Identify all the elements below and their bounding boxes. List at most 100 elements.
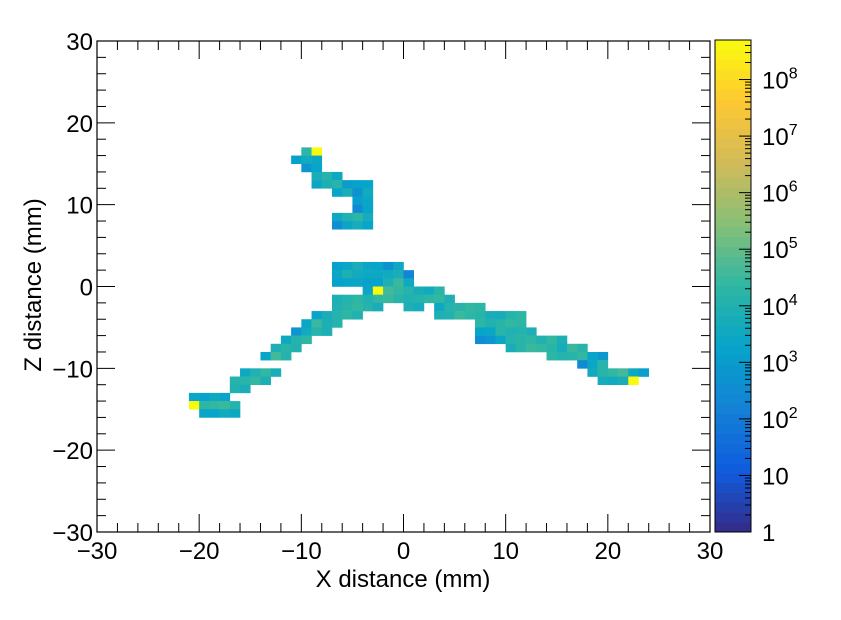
- y-tick-label: −10: [52, 356, 93, 383]
- heatmap-cell: [393, 294, 404, 304]
- heatmap-cell: [311, 147, 323, 156]
- heatmap-cell: [475, 319, 486, 328]
- heatmap-cell: [331, 212, 343, 222]
- heatmap-cell: [311, 171, 323, 181]
- colorbar-segment: [715, 384, 751, 395]
- colorbar-segment: [715, 453, 751, 464]
- heatmap-cell: [495, 319, 506, 328]
- colorbar-segment: [715, 482, 751, 494]
- heatmap-cell: [342, 212, 353, 222]
- x-tick-label: 20: [594, 538, 621, 565]
- heatmap-cell: [577, 360, 588, 369]
- heatmap-cell: [536, 343, 547, 353]
- heatmap-cell: [342, 311, 353, 320]
- heatmap-cell: [301, 335, 312, 345]
- heatmap-cell: [270, 343, 282, 353]
- colorbar-segment: [715, 246, 751, 257]
- heatmap-cell: [393, 270, 404, 279]
- y-tick-label: −30: [52, 520, 93, 547]
- heatmap-cell: [444, 311, 455, 320]
- heatmap-cell: [566, 351, 578, 361]
- heatmap-cell: [505, 327, 517, 336]
- heatmap-cell: [331, 221, 343, 230]
- heatmap-cell: [199, 409, 210, 418]
- heatmap-cell: [321, 319, 333, 328]
- colorbar-segment: [715, 295, 751, 307]
- colorbar-segment: [715, 394, 751, 405]
- heatmap-cell: [352, 261, 363, 271]
- heatmap-cell: [331, 261, 343, 271]
- heatmap-cell: [311, 163, 323, 173]
- x-tick-label: −10: [281, 538, 322, 565]
- heatmap-cell: [250, 376, 261, 385]
- heatmap-cell: [260, 351, 271, 361]
- heatmap-cell: [301, 327, 312, 336]
- heatmap-cell: [515, 335, 527, 345]
- colorbar-tick-label: 102: [762, 405, 798, 434]
- y-tick-label: −20: [52, 438, 93, 465]
- heatmap-cell: [413, 286, 425, 295]
- heatmap-cell: [423, 294, 435, 304]
- x-tick-label: 30: [697, 538, 724, 565]
- heatmap-cell: [270, 351, 282, 361]
- heatmap-cell: [372, 261, 384, 271]
- heatmap-cell: [526, 343, 537, 353]
- heatmap-cell: [362, 180, 374, 189]
- colorbar-segment: [715, 148, 751, 159]
- colorbar-segment: [715, 433, 751, 444]
- colorbar-segment: [715, 128, 751, 139]
- colorbar-segment: [715, 158, 751, 169]
- heatmap-cell: [240, 368, 251, 377]
- heatmap-cell: [240, 376, 251, 385]
- heatmap-cell: [301, 163, 312, 173]
- colorbar-frame: [714, 39, 752, 533]
- heatmap-cell: [229, 409, 241, 418]
- heatmap-cell: [383, 286, 394, 295]
- colorbar-segment: [715, 266, 751, 277]
- heatmap-cell: [475, 327, 486, 336]
- heatmap-cell: [199, 401, 210, 410]
- heatmap-cell: [352, 180, 363, 189]
- heatmap-cell: [352, 196, 363, 205]
- colorbar-segment: [715, 256, 751, 267]
- colorbar-segment: [715, 226, 751, 238]
- heatmap-cell: [464, 311, 476, 320]
- heatmap-cell: [485, 319, 496, 328]
- y-tick-label: 20: [66, 111, 93, 138]
- colorbar-segment: [715, 404, 751, 415]
- heatmap-cell: [219, 409, 231, 418]
- heatmap-cell: [638, 368, 649, 377]
- heatmap-cell: [587, 351, 598, 361]
- heatmap-cell: [362, 221, 374, 230]
- heatmap-cell: [342, 278, 353, 287]
- heatmap-cells: [188, 147, 649, 418]
- heatmap-cell: [495, 327, 506, 336]
- colorbar-segment: [715, 167, 751, 179]
- heatmap-cell: [291, 335, 302, 345]
- heatmap-cell: [505, 311, 517, 320]
- colorbar-tick-label: 10: [762, 463, 789, 490]
- heatmap-cell: [331, 270, 343, 279]
- heatmap-cell: [321, 180, 333, 189]
- colorbar-segment: [715, 49, 751, 61]
- heatmap-cell: [352, 221, 363, 230]
- colorbar-segment: [715, 413, 751, 425]
- heatmap-cell: [209, 392, 220, 402]
- heatmap-cell: [618, 376, 629, 385]
- heatmap-cell: [556, 351, 568, 361]
- heatmap-cell: [342, 180, 353, 189]
- heatmap-cell: [209, 409, 220, 418]
- heatmap-cell: [362, 188, 374, 197]
- heatmap-cell: [597, 351, 609, 361]
- y-axis-label: Z distance (mm): [20, 198, 47, 371]
- heatmap-cell: [383, 270, 394, 279]
- heatmap-cell: [423, 286, 435, 295]
- heatmap-cell: [209, 401, 220, 410]
- heatmap-cell: [229, 384, 241, 394]
- colorbar-segment: [715, 217, 751, 228]
- heatmap-cell: [229, 401, 241, 410]
- heatmap-cell: [352, 270, 363, 279]
- heatmap-cell: [342, 221, 353, 230]
- heatmap-cell: [311, 327, 323, 336]
- heatmap-cell: [280, 335, 292, 345]
